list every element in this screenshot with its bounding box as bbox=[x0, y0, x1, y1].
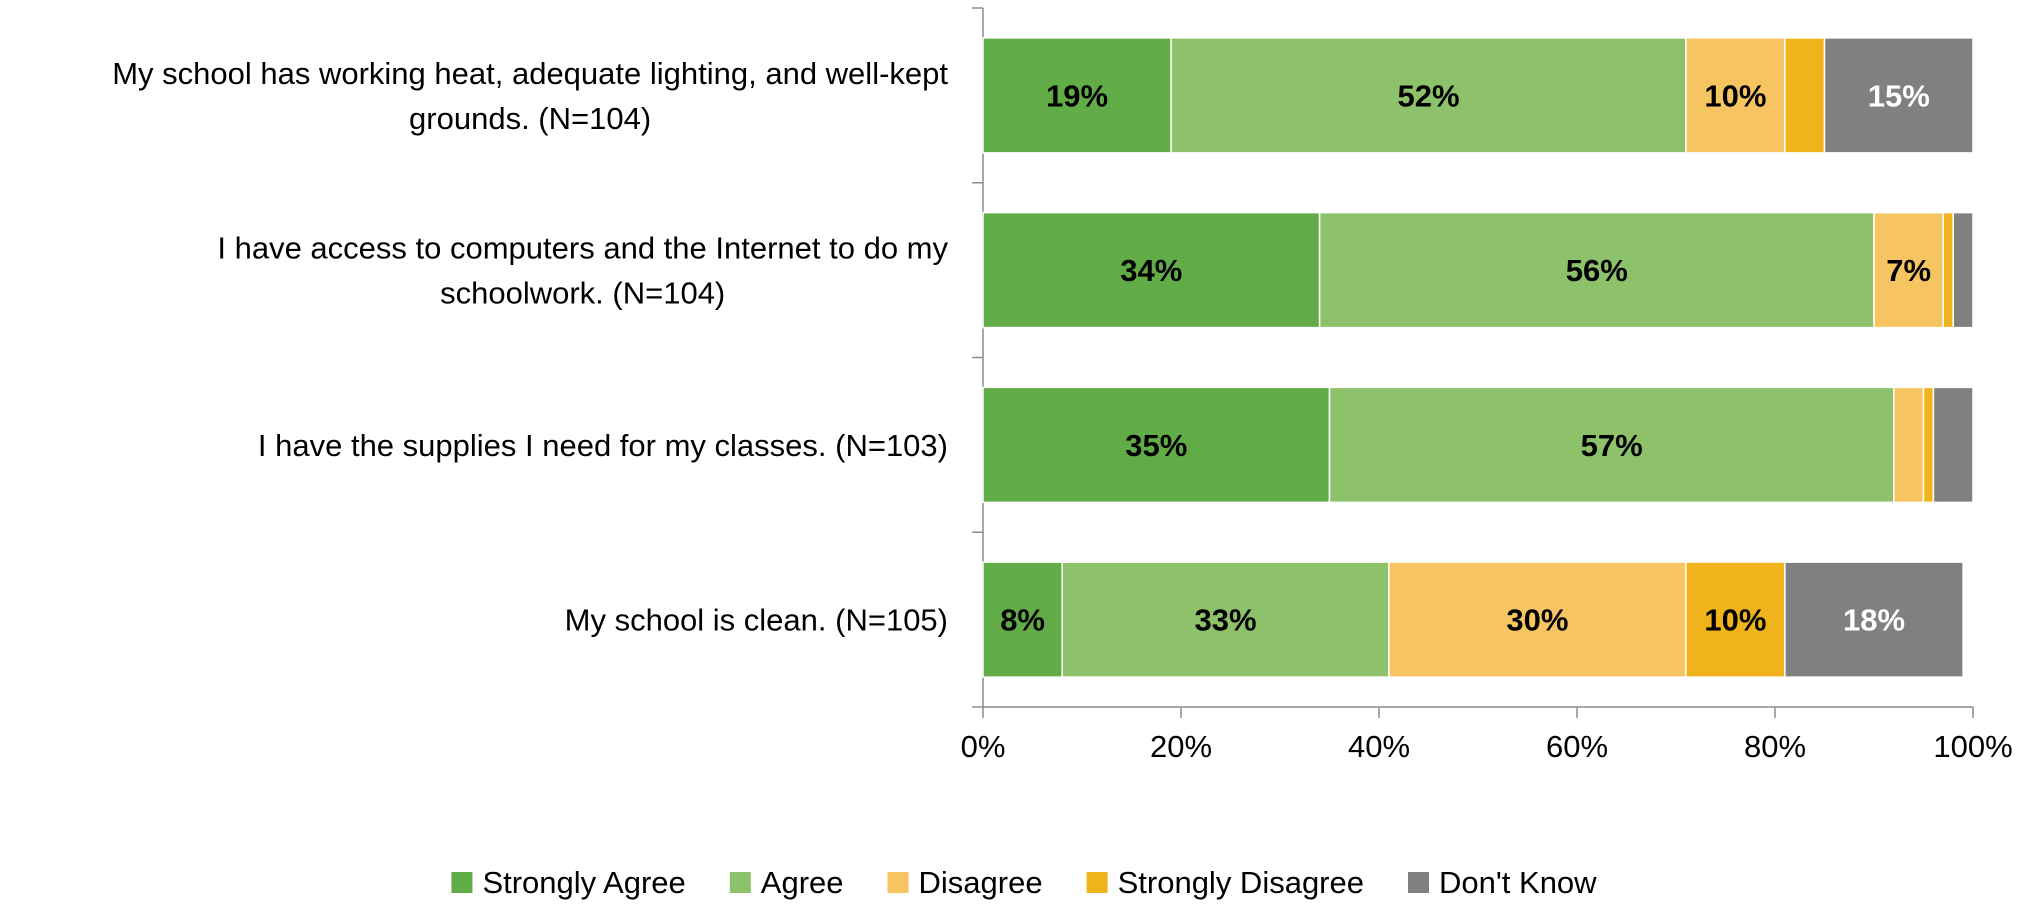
legend-swatch bbox=[887, 872, 909, 893]
legend-label: Don't Know bbox=[1439, 865, 1597, 900]
data-label: 18% bbox=[1843, 603, 1905, 638]
x-tick-label: 100% bbox=[1933, 729, 2012, 764]
bar-segment bbox=[1942, 211, 1954, 329]
data-label: 19% bbox=[1046, 78, 1108, 113]
legend-label: Agree bbox=[761, 865, 844, 900]
bar-segment bbox=[982, 37, 1172, 154]
bar-segment bbox=[1170, 37, 1687, 154]
legend-label: Strongly Agree bbox=[482, 865, 685, 900]
bar-segment bbox=[1893, 386, 1925, 504]
bar-segment bbox=[1328, 386, 1895, 504]
category-label: My school is clean. (N=105) bbox=[565, 603, 948, 638]
data-label: 56% bbox=[1566, 253, 1628, 288]
data-label: 35% bbox=[1125, 428, 1187, 463]
data-label: 52% bbox=[1397, 78, 1459, 113]
bar-segment bbox=[1388, 561, 1687, 678]
bar-segment bbox=[1823, 37, 1974, 154]
x-tick-label: 0% bbox=[961, 729, 1006, 764]
legend-swatch bbox=[1086, 872, 1108, 893]
legend-swatch bbox=[729, 872, 751, 893]
category-label: I have the supplies I need for my classe… bbox=[258, 428, 948, 463]
legend-label: Disagree bbox=[919, 865, 1043, 900]
x-tick-label: 60% bbox=[1546, 729, 1608, 764]
bar-segment bbox=[1932, 386, 1974, 504]
category-label: My school has working heat, adequate lig… bbox=[112, 56, 948, 136]
bar-segment bbox=[1061, 561, 1390, 678]
legend-swatch bbox=[1408, 872, 1429, 893]
x-tick-label: 20% bbox=[1150, 729, 1212, 764]
bar-segment bbox=[1952, 211, 1974, 329]
data-label: 8% bbox=[1000, 603, 1045, 638]
data-label: 7% bbox=[1886, 253, 1931, 288]
bar-segment bbox=[1784, 37, 1826, 154]
bar-segment bbox=[1685, 561, 1786, 678]
category-label: I have access to computers and the Inter… bbox=[217, 231, 948, 311]
legend-swatch bbox=[451, 872, 473, 893]
bar-segment bbox=[1873, 211, 1945, 329]
data-label: 34% bbox=[1120, 253, 1182, 288]
bar-segment bbox=[1318, 211, 1875, 329]
bar-segment bbox=[982, 561, 1063, 678]
bar-segment bbox=[982, 211, 1321, 329]
data-label: 15% bbox=[1868, 78, 1930, 113]
x-tick-label: 80% bbox=[1744, 729, 1806, 764]
x-tick-label: 40% bbox=[1348, 729, 1410, 764]
data-label: 10% bbox=[1704, 78, 1766, 113]
data-label: 10% bbox=[1704, 603, 1766, 638]
data-label: 57% bbox=[1581, 428, 1643, 463]
bar-segment bbox=[1922, 386, 1935, 504]
legend: Strongly Agree Agree Disagree Strongly Disa… bbox=[451, 865, 1597, 900]
bar-segment bbox=[1685, 37, 1786, 154]
data-label: 33% bbox=[1195, 603, 1257, 638]
data-label: 30% bbox=[1506, 603, 1568, 638]
legend-label: Strongly Disagree bbox=[1118, 865, 1364, 900]
bar-segment bbox=[1784, 561, 1964, 678]
